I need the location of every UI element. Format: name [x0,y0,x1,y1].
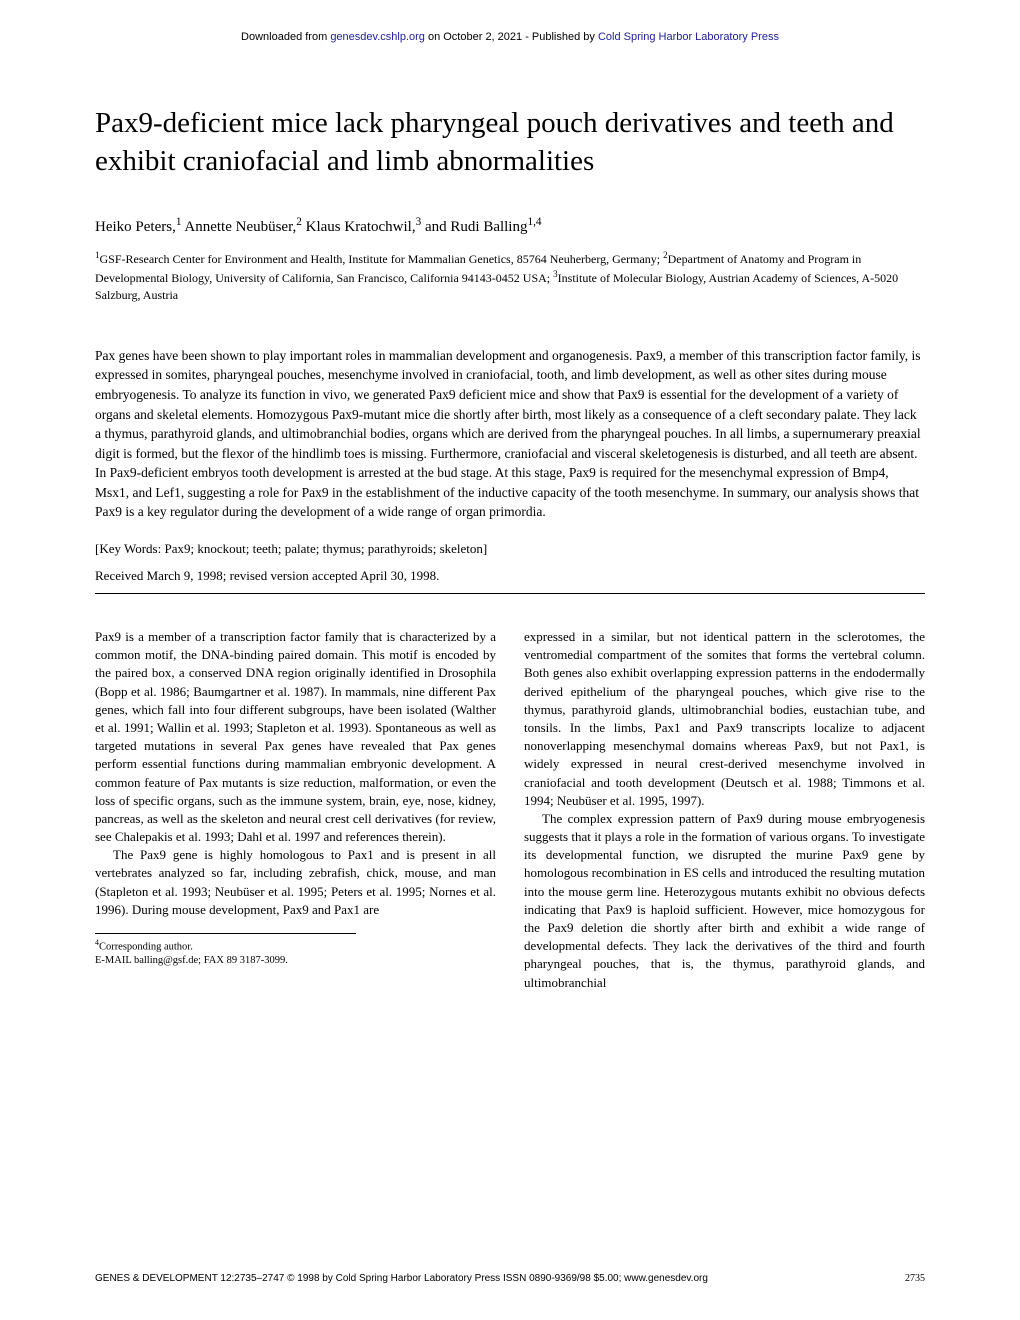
publisher-link[interactable]: Cold Spring Harbor Laboratory Press [598,31,779,43]
download-prefix: Downloaded from [241,31,330,43]
body-paragraph: The Pax9 gene is highly homologous to Pa… [95,846,496,919]
body-text: Pax9 is a member of a transcription fact… [95,628,925,992]
page-number: 2735 [905,1272,925,1286]
body-paragraph: Pax9 is a member of a transcription fact… [95,628,496,846]
corresponding-contact: E-MAIL balling@gsf.de; FAX 89 3187-3099. [95,955,288,966]
download-mid: on October 2, 2021 - Published by [425,31,598,43]
affiliations: 1GSF-Research Center for Environment and… [95,249,925,303]
corresponding-author-note: 4Corresponding author. E-MAIL balling@gs… [95,933,356,968]
body-paragraph: expressed in a similar, but not identica… [524,628,925,810]
footer-citation: GENES & DEVELOPMENT 12:2735–2747 © 1998 … [95,1272,708,1286]
abstract: Pax genes have been shown to play import… [95,346,925,522]
journal-link[interactable]: genesdev.cshlp.org [330,31,425,43]
section-divider [95,593,925,594]
page-footer: GENES & DEVELOPMENT 12:2735–2747 © 1998 … [95,1272,925,1286]
download-header: Downloaded from genesdev.cshlp.org on Oc… [95,30,925,45]
authors-list: Heiko Peters,1 Annette Neubüser,2 Klaus … [95,215,925,237]
corresponding-label: Corresponding author. [99,942,193,953]
received-date: Received March 9, 1998; revised version … [95,567,925,585]
body-paragraph: The complex expression pattern of Pax9 d… [524,810,925,992]
keywords: [Key Words: Pax9; knockout; teeth; palat… [95,540,925,558]
article-title: Pax9-deficient mice lack pharyngeal pouc… [95,105,925,180]
